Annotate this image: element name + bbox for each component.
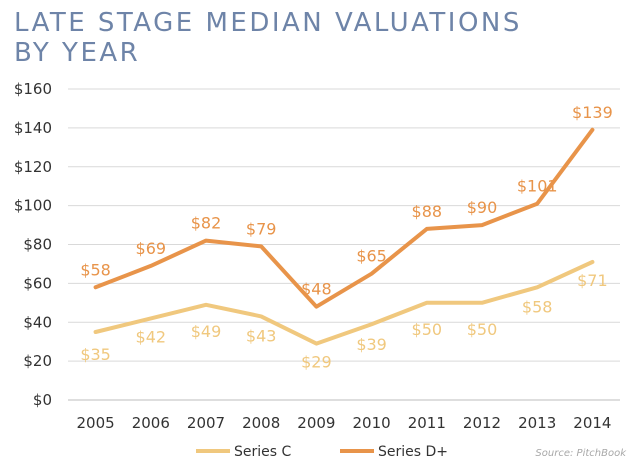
- chart-title-line-1: LATE STAGE MEDIAN VALUATIONS: [14, 8, 522, 38]
- series-d-plus-data-label: $82: [191, 214, 222, 233]
- series-d-plus-data-label: $48: [301, 280, 332, 299]
- series-c-data-label: $39: [356, 335, 387, 354]
- y-tick-label: $80: [23, 236, 52, 254]
- series-line-series-c: [93, 260, 595, 346]
- y-tick-label: $40: [23, 313, 52, 331]
- y-tick-label: $140: [14, 119, 52, 137]
- x-tick-label: 2008: [242, 414, 280, 432]
- x-tick-label: 2011: [408, 414, 446, 432]
- series-c-data-label: $71: [577, 271, 608, 290]
- chart-title-line-2: BY YEAR: [14, 38, 141, 68]
- y-tick-label: $0: [33, 391, 52, 409]
- series-line-series-d-plus: [93, 127, 595, 309]
- legend-label-series-d-plus: Series D+: [378, 444, 448, 460]
- y-tick-label: $60: [23, 274, 52, 292]
- y-tick-label: $100: [14, 197, 52, 215]
- series-d-plus-data-label: $101: [517, 177, 558, 196]
- series-c-data-label: $35: [80, 345, 111, 364]
- source-note: Source: PitchBook: [535, 448, 627, 459]
- series-d-plus-data-label: $65: [356, 247, 387, 266]
- chart-title: LATE STAGE MEDIAN VALUATIONS BY YEAR: [14, 8, 614, 68]
- x-tick-label: 2014: [573, 414, 611, 432]
- y-tick-label: $20: [23, 352, 52, 370]
- legend: Series C Series D+: [196, 444, 448, 460]
- series-c-data-label: $50: [467, 320, 498, 339]
- y-tick-label: $120: [14, 158, 52, 176]
- series-c-data-label: $43: [246, 326, 277, 345]
- y-axis: $0 $20 $40 $60 $80 $100 $120 $140 $160: [14, 80, 52, 409]
- series-d-plus-data-label: $79: [246, 219, 277, 238]
- series-c-data-label: $29: [301, 353, 332, 372]
- x-tick-label: 2010: [353, 414, 391, 432]
- x-axis: 2005 2006 2007 2008 2009 2010 2011 2012 2013 2014: [77, 414, 612, 432]
- series-c-data-label: $49: [191, 322, 222, 341]
- series-c-data-label: $42: [136, 327, 167, 346]
- x-tick-label: 2006: [132, 414, 170, 432]
- series-d-plus-data-label: $58: [80, 260, 111, 279]
- series-d-plus-data-label: $88: [412, 202, 443, 221]
- x-tick-label: 2005: [77, 414, 115, 432]
- series-d-plus-data-label: $139: [572, 103, 613, 122]
- data-labels: $35 $42 $49 $43 $29 $39 $50 $50 $58 $71 $58 $69 $82 $…: [80, 103, 612, 372]
- x-tick-label: 2012: [463, 414, 501, 432]
- x-tick-label: 2009: [297, 414, 335, 432]
- x-tick-label: 2013: [518, 414, 556, 432]
- grid-lines: [68, 88, 620, 401]
- legend-label-series-c: Series C: [234, 444, 292, 460]
- series-layer: [93, 127, 595, 346]
- series-d-plus-data-label: $90: [467, 198, 498, 217]
- series-c-data-label: $50: [412, 320, 443, 339]
- series-c-data-label: $58: [522, 297, 553, 316]
- y-tick-label: $160: [14, 80, 52, 98]
- series-d-plus-data-label: $69: [136, 239, 167, 258]
- x-tick-label: 2007: [187, 414, 225, 432]
